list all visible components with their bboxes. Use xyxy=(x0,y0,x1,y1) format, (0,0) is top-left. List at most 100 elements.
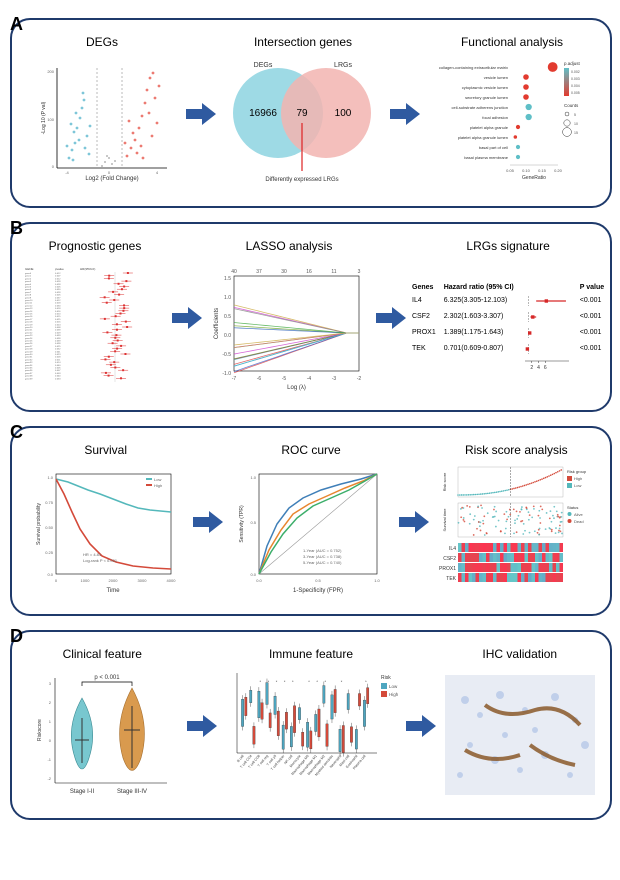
svg-text:platelet alpha granule lumen: platelet alpha granule lumen xyxy=(458,135,508,140)
svg-text:0.030: 0.030 xyxy=(55,289,61,291)
svg-text:37: 37 xyxy=(256,269,262,275)
svg-text:0: 0 xyxy=(49,738,52,743)
row-c: C Survival 1.0 0.75 0.50 0.25 0.0 xyxy=(8,426,612,616)
svg-text:cell-substrate adherens juncti: cell-substrate adherens junction xyxy=(452,105,508,110)
svg-text:-1: -1 xyxy=(48,757,52,762)
svg-text:0.008: 0.008 xyxy=(55,327,61,329)
b-sub2: LASSO analysis 403730161131.51.00.50.0-0… xyxy=(204,239,374,397)
arrow-d2 xyxy=(404,711,438,741)
svg-text:-1.0: -1.0 xyxy=(222,371,231,377)
svg-text:0.025: 0.025 xyxy=(55,346,61,348)
svg-text:Risk group: Risk group xyxy=(567,469,587,474)
svg-text:Risk: Risk xyxy=(381,675,391,681)
a-sub3-title: Functional analysis xyxy=(461,35,563,49)
row-c-label: C xyxy=(10,422,23,443)
svg-text:1.5: 1.5 xyxy=(224,276,231,282)
svg-text:-4: -4 xyxy=(307,376,312,382)
arrow-b2 xyxy=(374,303,408,333)
svg-text:-7: -7 xyxy=(232,376,237,382)
svg-text:p < 0.001: p < 0.001 xyxy=(95,675,121,681)
svg-text:gene29: gene29 xyxy=(25,351,33,353)
lrg-signature-table: GenesHazard ratio (95% CI)P valueIL46.32… xyxy=(408,257,608,397)
svg-text:0.029: 0.029 xyxy=(55,332,61,334)
svg-text:gene3: gene3 xyxy=(25,281,32,283)
svg-text:-5: -5 xyxy=(282,376,287,382)
svg-text:Survival probability: Survival probability xyxy=(36,502,42,544)
a-sub3: Functional analysis collagen-containing … xyxy=(422,35,602,193)
svg-text:0.012: 0.012 xyxy=(55,273,61,275)
svg-text:focal adhesion: focal adhesion xyxy=(482,115,508,120)
svg-text:0.028: 0.028 xyxy=(55,281,61,283)
svg-text:100: 100 xyxy=(335,108,352,119)
svg-text:GENE: GENE xyxy=(25,267,34,271)
svg-text:-0.5: -0.5 xyxy=(222,352,231,358)
b-sub1-title: Prognostic genes xyxy=(49,239,142,253)
svg-text:Alive: Alive xyxy=(574,512,583,517)
svg-text:gene18: gene18 xyxy=(25,322,33,324)
svg-text:Low: Low xyxy=(389,684,398,689)
svg-text:0.5: 0.5 xyxy=(315,578,321,583)
svg-text:*: * xyxy=(267,679,269,684)
svg-text:gene17: gene17 xyxy=(25,319,33,321)
svg-text:High: High xyxy=(389,692,399,697)
svg-text:11: 11 xyxy=(331,269,336,275)
svg-text:gene21: gene21 xyxy=(25,330,33,332)
svg-text:gene28: gene28 xyxy=(25,349,33,351)
forest-prognostic: GENEpvalueHR(95%CI) gene00.012gene10.007… xyxy=(20,257,170,397)
svg-text:gene8: gene8 xyxy=(25,295,32,297)
svg-text:gene30: gene30 xyxy=(25,354,33,356)
svg-text:1-Specificity (FPR): 1-Specificity (FPR) xyxy=(293,588,343,594)
svg-text:Dead: Dead xyxy=(574,519,584,524)
a-sub2: Intersection genes DEGs LRGs 16966 79 10… xyxy=(218,35,388,193)
svg-text:Differently expressed LRGs: Differently expressed LRGs xyxy=(265,177,338,183)
svg-text:gene11: gene11 xyxy=(25,303,33,305)
svg-text:0.037: 0.037 xyxy=(55,297,61,299)
svg-text:HR = 4.81: HR = 4.81 xyxy=(83,552,102,557)
svg-text:0.011: 0.011 xyxy=(55,359,61,361)
svg-text:basal plasma membrane: basal plasma membrane xyxy=(464,155,509,160)
svg-text:0.50: 0.50 xyxy=(45,525,54,530)
svg-text:Log-rank P < 0.001: Log-rank P < 0.001 xyxy=(83,558,118,563)
svg-text:Log (λ): Log (λ) xyxy=(287,385,306,391)
svg-text:79: 79 xyxy=(296,108,308,119)
svg-text:0.007: 0.007 xyxy=(55,276,61,278)
svg-text:*: * xyxy=(308,679,310,684)
a-sub2-title: Intersection genes xyxy=(254,35,352,49)
svg-text:0.003: 0.003 xyxy=(55,373,61,375)
svg-text:0.016: 0.016 xyxy=(55,311,61,313)
d-sub1-title: Clinical feature xyxy=(63,647,142,661)
svg-text:gene0: gene0 xyxy=(25,273,32,275)
km-survival: 1.0 0.75 0.50 0.25 0.0 0 1000 2000 3000 … xyxy=(20,461,191,601)
svg-text:0.028: 0.028 xyxy=(55,292,61,294)
d-sub2: Immune feature B cellT cell CD4*T cell C… xyxy=(219,647,404,805)
svg-text:1.0: 1.0 xyxy=(48,475,54,480)
svg-text:0.0: 0.0 xyxy=(250,572,256,577)
row-a: A DEGs xyxy=(8,18,612,208)
svg-text:10: 10 xyxy=(574,122,578,126)
svg-text:4: 4 xyxy=(537,365,540,371)
svg-text:0.0: 0.0 xyxy=(48,572,54,577)
svg-text:PROX1: PROX1 xyxy=(439,566,456,572)
svg-text:40: 40 xyxy=(231,269,237,275)
svg-text:0.033: 0.033 xyxy=(55,378,61,380)
svg-text:5-Year (AUC = 0.740): 5-Year (AUC = 0.740) xyxy=(303,560,342,565)
svg-text:0.75: 0.75 xyxy=(45,500,54,505)
d-sub3: IHC validation xyxy=(438,647,603,805)
row-b: B Prognostic genes GENEpvalueHR(95%CI) g… xyxy=(8,222,612,412)
svg-text:gene37: gene37 xyxy=(25,373,33,375)
svg-text:5: 5 xyxy=(574,113,576,117)
svg-text:Stage III-IV: Stage III-IV xyxy=(117,789,147,795)
panel-c: Survival 1.0 0.75 0.50 0.25 0.0 xyxy=(10,426,612,616)
svg-text:-4: -4 xyxy=(65,170,69,175)
svg-text:TEK: TEK xyxy=(446,576,456,582)
svg-text:*: * xyxy=(340,679,342,684)
svg-text:0.006: 0.006 xyxy=(55,368,61,370)
svg-text:vesicle lumen: vesicle lumen xyxy=(484,75,508,80)
svg-text:1-Year (AUC = 0.752): 1-Year (AUC = 0.752) xyxy=(303,548,342,553)
svg-text:*: * xyxy=(324,679,326,684)
svg-text:GeneRatio: GeneRatio xyxy=(522,175,546,181)
row-d-label: D xyxy=(10,626,23,647)
risk-score-plot: Risk scoreSurvival timeIL4CSF2PROX1TEKRi… xyxy=(431,461,602,601)
svg-text:*: * xyxy=(316,679,318,684)
svg-text:gene5: gene5 xyxy=(25,287,32,289)
